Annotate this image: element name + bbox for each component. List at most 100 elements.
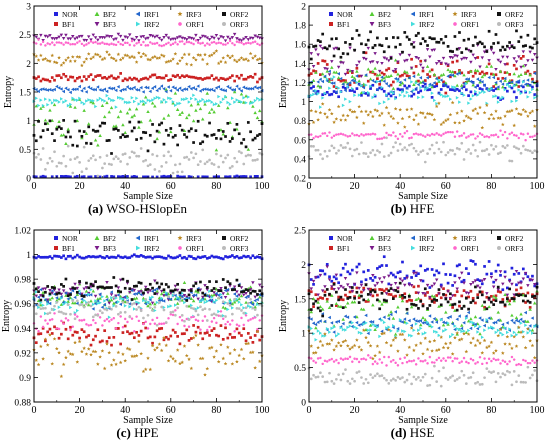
point-irf2 (103, 99, 107, 103)
point-orf2 (517, 294, 521, 297)
point-irf3 (396, 349, 400, 353)
point-bf2 (68, 104, 73, 108)
point-orf1 (180, 40, 184, 43)
point-orf1 (231, 42, 234, 45)
point-irf1 (98, 88, 102, 92)
point-bf2 (125, 111, 130, 115)
point-irf3 (409, 326, 414, 330)
point-bf2 (530, 328, 535, 332)
point-orf2 (178, 291, 182, 295)
point-bf2 (162, 116, 166, 120)
point-irf2 (46, 102, 50, 107)
point-irf2 (153, 308, 157, 313)
point-bf1 (321, 59, 325, 63)
point-orf3 (398, 377, 402, 381)
point-nor (96, 255, 100, 259)
point-orf3 (476, 154, 480, 158)
point-nor (71, 256, 75, 260)
point-orf1 (221, 317, 225, 320)
point-orf3 (506, 369, 509, 373)
point-irf1 (327, 315, 331, 320)
point-irf2 (217, 309, 221, 314)
point-irf1 (494, 80, 498, 85)
point-orf2 (483, 45, 486, 49)
point-orf1 (346, 357, 350, 360)
point-irf1 (382, 315, 386, 320)
point-nor (60, 175, 63, 178)
plot-area (34, 6, 262, 178)
point-irf3 (196, 343, 201, 347)
point-nor (62, 254, 65, 258)
point-irf2 (78, 96, 82, 101)
x-tick-label: 80 (211, 405, 221, 416)
point-orf1 (325, 134, 329, 138)
point-bf3 (196, 297, 200, 301)
point-bf1 (442, 80, 445, 84)
point-orf3 (249, 153, 252, 157)
point-irf2 (378, 101, 382, 106)
point-orf3 (444, 153, 448, 157)
point-irf1 (491, 321, 496, 325)
point-orf1 (39, 315, 43, 318)
point-nor (132, 175, 136, 178)
point-nor (39, 255, 43, 259)
point-orf3 (357, 152, 361, 156)
point-nor (467, 272, 470, 275)
point-irf2 (435, 101, 439, 106)
point-bf2 (212, 110, 216, 114)
point-bf2 (343, 304, 348, 309)
point-orf3 (231, 164, 234, 168)
point-bf1 (171, 74, 175, 78)
point-irf2 (167, 96, 171, 100)
point-irf3 (191, 335, 196, 340)
point-irf1 (439, 78, 443, 82)
point-irf3 (469, 116, 473, 121)
point-bf3 (375, 61, 380, 65)
point-bf2 (146, 109, 150, 114)
point-orf1 (137, 41, 141, 44)
point-orf1 (405, 360, 409, 364)
point-nor (167, 175, 170, 178)
point-bf3 (34, 294, 39, 298)
point-bf3 (409, 284, 414, 288)
point-irf2 (428, 84, 432, 88)
point-orf1 (312, 137, 315, 140)
point-orf1 (98, 42, 102, 45)
panel-hfe: 0 20 40 60 80 100 Sample Size 0.2 0.4 0.6 0.8 1 1.2 1… (275, 0, 550, 223)
point-bf2 (393, 332, 398, 336)
point-bf3 (526, 59, 530, 63)
legend-marker-irf2 (411, 21, 416, 27)
point-irf3 (528, 111, 533, 115)
point-nor (510, 266, 514, 270)
point-bf2 (510, 313, 514, 317)
point-orf3 (44, 306, 47, 310)
legend-label: NOR (337, 10, 353, 19)
point-bf2 (212, 293, 216, 297)
point-bf3 (100, 36, 105, 40)
point-bf1 (501, 76, 505, 80)
point-bf2 (501, 325, 505, 329)
point-orf3 (135, 154, 138, 158)
point-orf3 (162, 308, 166, 312)
point-orf2 (117, 289, 120, 293)
point-bf3 (339, 284, 343, 289)
point-orf3 (183, 319, 186, 323)
point-bf3 (455, 287, 459, 291)
point-orf1 (55, 41, 59, 44)
point-nor (526, 275, 530, 279)
point-nor (471, 260, 475, 263)
point-bf2 (405, 70, 409, 74)
point-nor (253, 256, 257, 259)
point-nor (387, 282, 391, 286)
point-irf1 (364, 313, 368, 318)
point-nor (169, 255, 173, 259)
point-orf1 (208, 325, 211, 329)
point-bf3 (118, 278, 123, 282)
point-orf2 (107, 286, 111, 289)
point-nor (460, 280, 464, 284)
point-orf1 (410, 360, 413, 363)
point-bf3 (521, 277, 526, 281)
point-irf1 (226, 287, 230, 292)
point-orf2 (123, 286, 127, 290)
